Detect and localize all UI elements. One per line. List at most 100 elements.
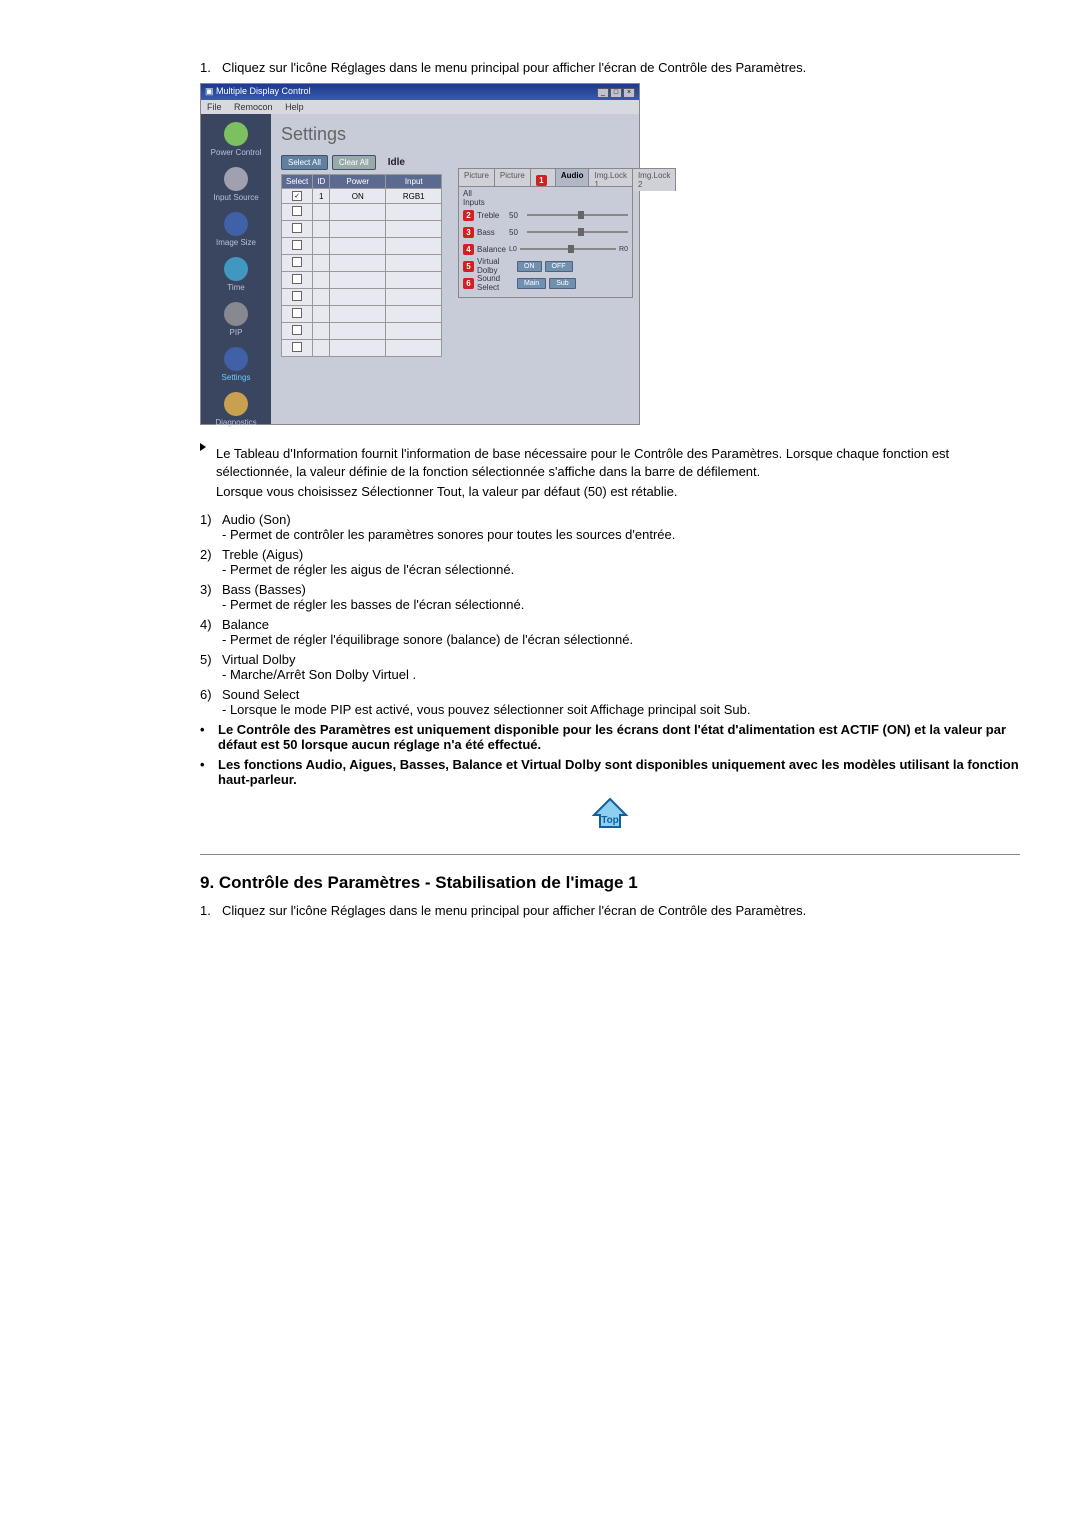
bass-slider[interactable] (527, 231, 628, 233)
step-text: Cliquez sur l'icône Réglages dans le men… (222, 903, 806, 918)
table-row[interactable] (282, 340, 442, 357)
step-number: 1. (200, 60, 222, 75)
item-title: Audio (Son) (222, 512, 291, 527)
table-row[interactable] (282, 272, 442, 289)
audio-panel: All Inputs 2Treble50 3Bass50 4BalanceL0R… (458, 186, 633, 298)
col-input: Input (386, 175, 442, 189)
app-icon: ▣ (205, 86, 214, 96)
settings-icon (224, 347, 248, 371)
table-row[interactable] (282, 289, 442, 306)
item-desc: - Permet de régler les aigus de l'écran … (222, 562, 1020, 577)
table-row[interactable] (282, 238, 442, 255)
item-title: Bass (Basses) (222, 582, 306, 597)
checkbox-icon[interactable] (292, 223, 302, 233)
table-row[interactable] (282, 255, 442, 272)
item-num: 6) (200, 687, 222, 702)
table-row[interactable] (282, 323, 442, 340)
sselect-label: Sound Select (477, 274, 517, 292)
cell-id: 1 (313, 189, 330, 204)
step-list: 1.Cliquez sur l'icône Réglages dans le m… (200, 60, 1020, 75)
imagesize-icon (224, 212, 248, 236)
checkbox-icon[interactable] (292, 274, 302, 284)
sidebar-item-input[interactable]: Input Source (201, 163, 271, 208)
sidebar-label: Power Control (211, 148, 262, 157)
sidebar-label: Settings (222, 373, 251, 382)
table-row[interactable] (282, 204, 442, 221)
item-title: Balance (222, 617, 269, 632)
step-number: 1. (200, 903, 222, 918)
table-row[interactable] (282, 306, 442, 323)
bass-value: 50 (509, 228, 527, 237)
sidebar-item-power[interactable]: Power Control (201, 118, 271, 163)
marker-4: 4 (463, 244, 474, 255)
info-text-2: Lorsque vous choisissez Sélectionner Tou… (216, 483, 1020, 501)
menu-help[interactable]: Help (285, 102, 304, 112)
window: ▣ Multiple Display Control _□× File Remo… (200, 83, 640, 425)
description-block: Le Tableau d'Information fournit l'infor… (200, 439, 1020, 507)
treble-slider[interactable] (527, 214, 628, 216)
marker-6: 6 (463, 278, 474, 289)
feature-list: 1)Audio (Son)- Permet de contrôler les p… (200, 512, 1020, 717)
checkbox-icon[interactable] (292, 308, 302, 318)
checkbox-icon[interactable] (292, 206, 302, 216)
bal-rv: 0 (624, 246, 628, 253)
power-icon (224, 122, 248, 146)
col-select: Select (282, 175, 313, 189)
item-title: Treble (Aigus) (222, 547, 303, 562)
close-icon[interactable]: × (623, 88, 635, 98)
sidebar-item-pip[interactable]: PIP (201, 298, 271, 343)
window-title: Multiple Display Control (216, 86, 311, 96)
step-text: Cliquez sur l'icône Réglages dans le men… (222, 60, 806, 75)
sidebar-label: Diagnostics (215, 418, 256, 427)
diag-icon (224, 392, 248, 416)
col-power: Power (330, 175, 386, 189)
info-text-1: Le Tableau d'Information fournit l'infor… (216, 445, 1020, 480)
balance-label: Balance (477, 245, 509, 254)
sidebar-label: PIP (230, 328, 243, 337)
note-1: Le Contrôle des Paramètres est uniquemen… (218, 722, 1020, 752)
maximize-icon[interactable]: □ (610, 88, 622, 98)
checkbox-icon[interactable] (292, 257, 302, 267)
table-row[interactable] (282, 221, 442, 238)
menu-file[interactable]: File (207, 102, 222, 112)
pip-icon (224, 302, 248, 326)
idle-status: Idle (380, 155, 413, 170)
minimize-icon[interactable]: _ (597, 88, 609, 98)
item-num: 2) (200, 547, 222, 562)
checkbox-icon[interactable] (292, 291, 302, 301)
sidebar-item-settings[interactable]: Settings (201, 343, 271, 388)
checkbox-icon[interactable] (292, 240, 302, 250)
sidebar-label: Time (227, 283, 244, 292)
window-buttons: _□× (596, 86, 635, 98)
sec9-step-list: 1.Cliquez sur l'icône Réglages dans le m… (200, 903, 1020, 918)
vdolby-off-button[interactable]: OFF (545, 261, 573, 272)
checkbox-icon[interactable] (292, 325, 302, 335)
top-link[interactable]: Top (200, 797, 1020, 840)
item-num: 4) (200, 617, 222, 632)
vdolby-on-button[interactable]: ON (517, 261, 542, 272)
item-desc: - Permet de régler l'équilibrage sonore … (222, 632, 1020, 647)
sidebar-item-diagnostics[interactable]: Diagnostics (201, 388, 271, 433)
sidebar-item-imagesize[interactable]: Image Size (201, 208, 271, 253)
table-row[interactable]: ✓1ONRGB1 (282, 189, 442, 204)
marker-3: 3 (463, 227, 474, 238)
balance-slider[interactable] (520, 248, 616, 250)
sidebar: Power Control Input Source Image Size Ti… (201, 114, 271, 424)
sselect-main-button[interactable]: Main (517, 278, 546, 289)
sselect-sub-button[interactable]: Sub (549, 278, 575, 289)
sidebar-label: Input Source (213, 193, 258, 202)
checkbox-icon[interactable]: ✓ (292, 191, 302, 201)
select-all-button[interactable]: Select All (281, 155, 328, 170)
time-icon (224, 257, 248, 281)
item-desc: - Lorsque le mode PIP est activé, vous p… (222, 702, 1020, 717)
tab-lock2[interactable]: Img.Lock 2 (632, 168, 676, 191)
treble-value: 50 (509, 211, 527, 220)
top-icon: Top (588, 797, 632, 837)
app-screenshot: ▣ Multiple Display Control _□× File Remo… (200, 83, 640, 425)
checkbox-icon[interactable] (292, 342, 302, 352)
clear-all-button[interactable]: Clear All (332, 155, 376, 170)
marker-2: 2 (463, 210, 474, 221)
menu-remocon[interactable]: Remocon (234, 102, 273, 112)
sidebar-item-time[interactable]: Time (201, 253, 271, 298)
menubar: File Remocon Help (201, 100, 639, 114)
